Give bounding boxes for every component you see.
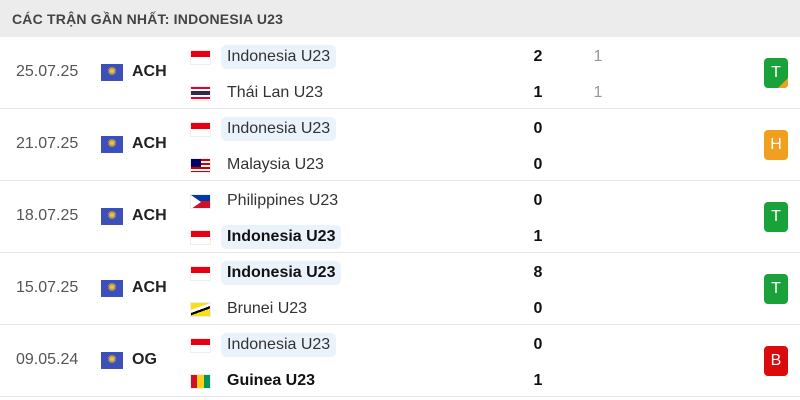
match-date: 09.05.24	[16, 351, 79, 368]
match-row[interactable]: 25.07.25 ✺ ACH Indonesia U23 Thái Lan U2…	[0, 37, 800, 109]
flag-guinea-icon	[190, 373, 211, 389]
away-penalty-score: 1	[593, 84, 603, 101]
flag-thailand-icon	[190, 85, 211, 101]
competition-label[interactable]: ACH	[132, 279, 167, 296]
result-label: T	[771, 64, 781, 81]
team-away[interactable]: Guinea U23	[190, 368, 321, 394]
result-badge: B	[764, 346, 788, 376]
team-name[interactable]: Philippines U23	[227, 192, 339, 209]
competition-label[interactable]: ACH	[132, 63, 167, 80]
team-name[interactable]: Guinea U23	[227, 372, 316, 389]
competition-label[interactable]: ACH	[132, 207, 167, 224]
result-label: T	[771, 208, 781, 225]
result-badge: T	[764, 274, 788, 304]
team-name[interactable]: Brunei U23	[227, 300, 308, 317]
team-home[interactable]: Indonesia U23	[190, 260, 342, 286]
match-list: 25.07.25 ✺ ACH Indonesia U23 Thái Lan U2…	[0, 37, 800, 397]
team-home[interactable]: Philippines U23	[190, 188, 344, 214]
world-map-icon: ✺	[101, 208, 123, 225]
team-name[interactable]: Indonesia U23	[221, 45, 337, 69]
competition-label[interactable]: OG	[132, 351, 157, 368]
world-map-icon: ✺	[101, 136, 123, 153]
competition-label[interactable]: ACH	[132, 135, 167, 152]
team-name[interactable]: Indonesia U23	[221, 225, 342, 249]
result-badge: H	[764, 130, 788, 160]
away-score: 0	[533, 300, 543, 317]
flag-indonesia-icon	[190, 121, 211, 137]
team-name[interactable]: Indonesia U23	[221, 333, 337, 357]
result-label: B	[770, 352, 782, 369]
away-score: 1	[533, 228, 543, 245]
flag-brunei-icon	[190, 301, 211, 317]
flag-indonesia-icon	[190, 49, 211, 65]
flag-malaysia-icon	[190, 157, 211, 173]
world-map-icon: ✺	[101, 64, 123, 81]
match-row[interactable]: 18.07.25 ✺ ACH Philippines U23 Indonesia…	[0, 181, 800, 253]
team-name[interactable]: Thái Lan U23	[227, 84, 324, 101]
home-penalty-score: 1	[593, 48, 603, 65]
away-score: 1	[533, 84, 543, 101]
team-away[interactable]: Thái Lan U23	[190, 80, 329, 106]
team-away[interactable]: Brunei U23	[190, 296, 313, 322]
flag-philippines-icon	[190, 193, 211, 209]
result-label: T	[771, 280, 781, 297]
match-date: 15.07.25	[16, 279, 79, 296]
team-name[interactable]: Indonesia U23	[221, 117, 337, 141]
match-row[interactable]: 21.07.25 ✺ ACH Indonesia U23 Malaysia U2…	[0, 109, 800, 181]
match-row[interactable]: 15.07.25 ✺ ACH Indonesia U23 Brunei U23 …	[0, 253, 800, 325]
home-score: 0	[533, 192, 543, 209]
world-map-icon: ✺	[101, 352, 123, 369]
team-away[interactable]: Malaysia U23	[190, 152, 330, 178]
section-header: CÁC TRẬN GẦN NHẤT: INDONESIA U23	[0, 0, 800, 37]
section-title: CÁC TRẬN GẦN NHẤT: INDONESIA U23	[12, 10, 284, 27]
match-date: 18.07.25	[16, 207, 79, 224]
home-score: 0	[533, 120, 543, 137]
home-score: 0	[533, 336, 543, 353]
team-name[interactable]: Indonesia U23	[221, 261, 342, 285]
match-date: 25.07.25	[16, 63, 79, 80]
result-badge: T	[764, 202, 788, 232]
away-score: 1	[533, 372, 543, 389]
team-home[interactable]: Indonesia U23	[190, 332, 337, 358]
flag-indonesia-icon	[190, 337, 211, 353]
penalty-corner-icon	[778, 78, 788, 88]
flag-indonesia-icon	[190, 229, 211, 245]
flag-indonesia-icon	[190, 265, 211, 281]
match-row[interactable]: 09.05.24 ✺ OG Indonesia U23 Guinea U23 0…	[0, 325, 800, 397]
team-home[interactable]: Indonesia U23	[190, 116, 337, 142]
result-label: H	[770, 136, 782, 153]
result-badge: T	[764, 58, 788, 88]
home-score: 8	[533, 264, 543, 281]
team-home[interactable]: Indonesia U23	[190, 44, 337, 70]
away-score: 0	[533, 156, 543, 173]
team-name[interactable]: Malaysia U23	[227, 156, 324, 173]
team-away[interactable]: Indonesia U23	[190, 224, 342, 250]
home-score: 2	[533, 48, 543, 65]
match-date: 21.07.25	[16, 135, 79, 152]
world-map-icon: ✺	[101, 280, 123, 297]
